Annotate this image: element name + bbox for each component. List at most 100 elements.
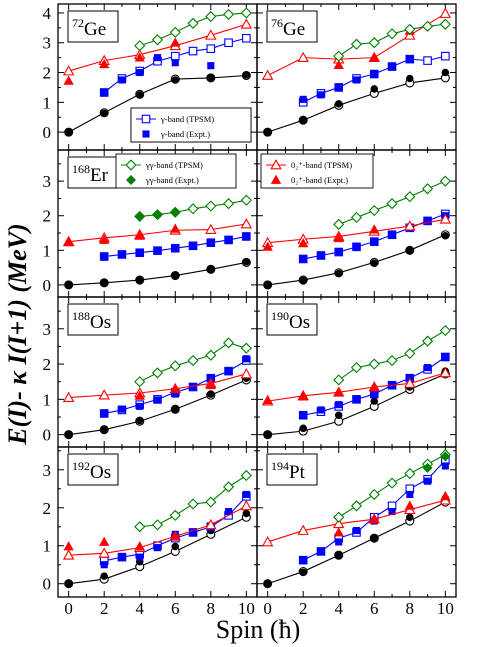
legend-label-gamma-tpsm: γ-band (TPSM) [160,114,214,124]
zero-expt-point [298,238,309,248]
gg-tpsm-point [350,38,363,50]
zero-tpsm-point [297,524,309,535]
gg-tpsm-point [350,500,363,512]
gamma-expt-point [189,528,197,536]
yrast-expt-point [370,397,379,405]
yrast-expt-point [242,509,251,518]
series-yrast-expt [64,71,251,136]
yrast-expt-point [64,281,73,289]
gamma-expt-point [352,243,361,251]
nucleus-element-symbol: Er [90,165,109,186]
zero-tpsm-point [297,51,309,63]
gamma-expt-point [424,364,432,372]
gg-tpsm-point [386,354,398,367]
legend-gamma: γ-band (TPSM) γ-band (Expt.) [130,107,252,143]
series-zero-expt [134,379,216,400]
yrast-expt-point [207,73,215,82]
zero-tpsm-point [439,7,452,18]
gamma-expt-point [424,477,432,485]
y-tick-label: 4 [43,4,52,23]
yrast-expt-point [334,551,343,559]
nucleus-label: 194Pt [271,459,306,483]
yrast-expt-point [207,390,215,398]
gamma-expt-point [352,526,361,535]
series-yrast-tpsm [263,230,450,290]
gamma-tpsm-point [206,44,216,53]
yrast-expt-point [100,572,108,580]
gg-tpsm-point [350,211,363,224]
gamma-expt-point [299,556,307,564]
x-tick-label: 8 [207,599,216,618]
series-line-yrast [68,74,247,133]
series-line-zero [68,505,247,556]
series-gg-tpsm [333,18,451,62]
gamma-expt-point [136,249,144,257]
zero-expt-point [170,383,181,393]
series-gamma-expt [100,232,250,261]
gamma-expt-point [299,411,307,419]
zero-expt-point [63,75,74,85]
series-zero-expt [262,224,380,251]
nucleus-label-box [67,156,119,189]
gg-tpsm-point [205,496,217,508]
yrast-expt-point [263,128,272,136]
nucleus-label: 72Ge [72,16,106,40]
legend-label-zero-expt: 0₂⁺-band (Expt.) [291,175,348,185]
yrast-expt-point [242,257,251,266]
yrast-expt-point [263,281,272,289]
gg-tpsm-point [169,360,181,372]
series-line-yrast [68,261,247,286]
gamma-expt-point [441,462,449,470]
gg-tpsm-point [421,20,434,32]
zero-expt-point [369,381,380,391]
gg-tpsm-point [386,28,398,40]
y-tick-label: 0 [43,123,52,142]
gg-tpsm-point [205,200,217,212]
gg-tpsm-point [240,194,252,206]
gamma-expt-point [225,508,233,516]
gg-tpsm-point [205,349,217,361]
zero-tpsm-point [62,391,75,402]
series-zero-expt [63,223,181,247]
y-tick-label: 2 [43,355,52,374]
series-gamma-expt [299,462,449,564]
gg-tpsm-point [421,335,434,347]
zero-tpsm-point [205,518,217,530]
yrast-expt-point [299,276,307,285]
yrast-expt-point [334,411,343,419]
gg-expt-point [152,209,163,220]
gg-tpsm-point [333,374,345,386]
legend-box [130,107,252,143]
series-yrast-expt [64,374,251,439]
zero-tpsm-point [270,159,282,170]
y-tick-label: 1 [43,93,52,112]
gamma-expt-point [225,367,233,375]
series-yrast-expt [263,232,450,289]
series-yrast-tpsm [263,497,450,589]
y-tick-label: 1 [43,241,52,260]
yrast-expt-point [406,513,414,522]
zero-tpsm-point [98,389,110,400]
gamma-expt-point [153,247,162,255]
nucleus-label: 192Os [72,459,111,483]
zero-expt-point [333,232,344,243]
panel-192os: 0 2 4 6 8 10 0 1 2 3 192Os [43,446,258,618]
series-line-zero [267,13,446,77]
zero-expt-point [369,513,380,524]
zero-tpsm-point [62,549,75,560]
gg-tpsm-point [151,519,164,531]
nucleus-label: 76Ge [271,16,305,40]
series-yrast-tpsm [64,375,251,440]
zero-tpsm-point [240,18,253,29]
gg-tpsm-point [404,347,416,360]
x-tick-label: 6 [370,599,379,618]
gamma-expt-point [388,231,396,239]
zero-expt-point [333,59,344,69]
gamma-expt-point [388,63,396,71]
nucleus-label-box [67,303,119,336]
gamma-expt-point [370,238,378,246]
y-tick-label: 1 [43,537,52,556]
gamma-expt-point [118,250,126,259]
zero-expt-point [134,390,145,400]
nucleus-mass-number: 194 [271,459,289,473]
